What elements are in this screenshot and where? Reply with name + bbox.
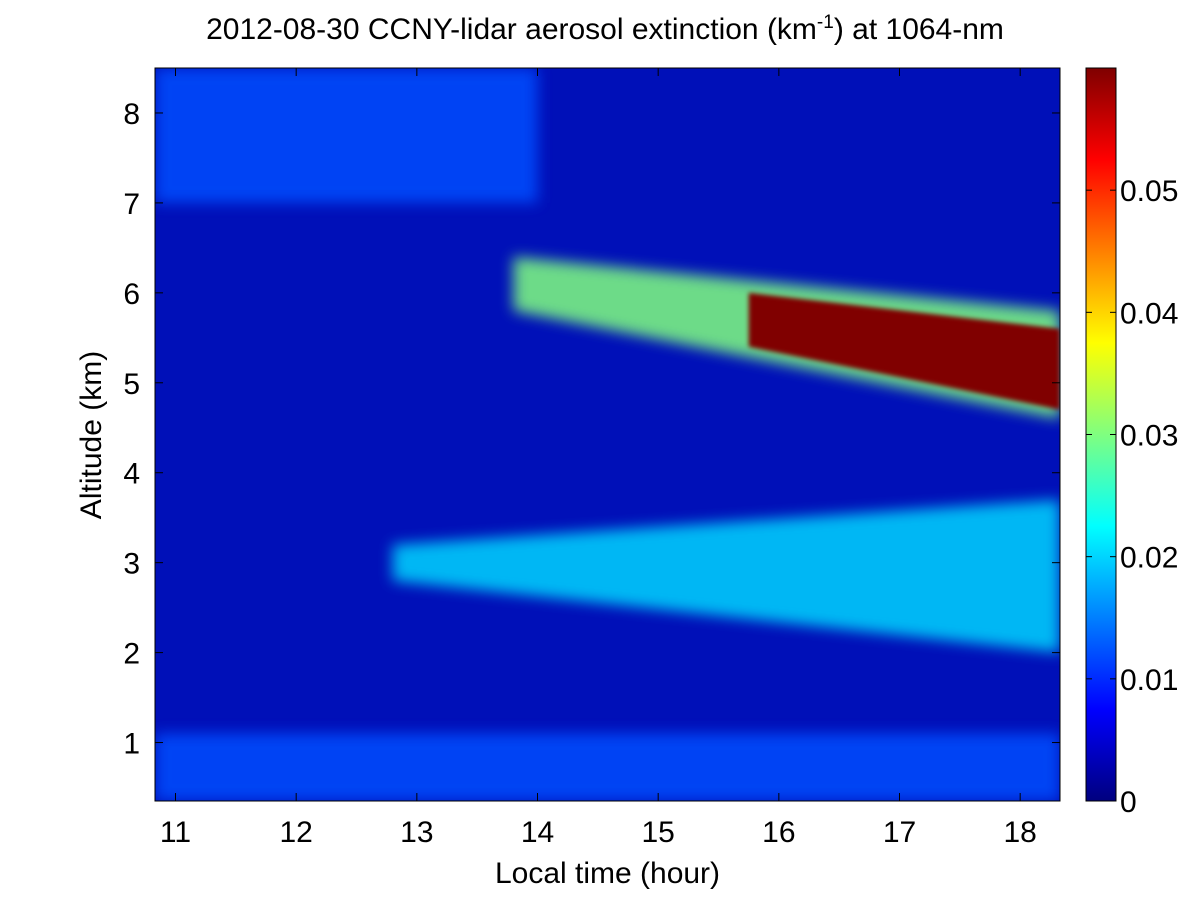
- layer-4: [155, 68, 538, 203]
- title-suffix: ) at 1064-nm: [833, 13, 1004, 46]
- title-superscript: -1: [816, 12, 834, 33]
- x-tick-label: 13: [400, 816, 433, 849]
- y-tick-label: 8: [123, 98, 140, 131]
- y-tick-label: 2: [123, 638, 140, 671]
- x-tick-label: 16: [762, 816, 795, 849]
- x-axis-label: Local time (hour): [494, 857, 721, 890]
- heatmap-field: [155, 68, 1060, 801]
- layer-0: [155, 733, 1060, 801]
- x-tick-label: 11: [160, 816, 191, 849]
- y-tick-label: 1: [123, 728, 140, 761]
- y-tick-label: 7: [123, 188, 140, 221]
- x-tick-label: 14: [521, 816, 554, 849]
- x-tick-label: 12: [279, 816, 312, 849]
- colorbar-tick-label: 0.04: [1120, 297, 1178, 330]
- y-tick-label: 6: [123, 278, 140, 311]
- colorbar-tick-label: 0: [1120, 786, 1137, 819]
- x-tick-label: 18: [1003, 816, 1036, 849]
- layer-1: [392, 499, 1060, 653]
- title-prefix: 2012-08-30 CCNY-lidar aerosol extinction…: [206, 13, 817, 46]
- y-tick-label: 3: [123, 548, 140, 581]
- colorbar-tick-label: 0.02: [1120, 542, 1178, 575]
- chart-title: 2012-08-30 CCNY-lidar aerosol extinction…: [150, 10, 1060, 50]
- y-axis-label: Altitude (km): [75, 350, 108, 520]
- x-axis: 11 12 13 14 15 16 17 18: [160, 68, 1037, 849]
- x-tick-label: 17: [883, 816, 916, 849]
- x-tick-label: 15: [641, 816, 674, 849]
- y-tick-label: 4: [123, 458, 140, 491]
- layer-3: [748, 292, 1060, 410]
- colorbar-tick-label: 0.03: [1120, 420, 1178, 453]
- plot-frame: [154, 67, 1061, 802]
- colorbar-tick-label: 0.05: [1120, 175, 1178, 208]
- y-axis: 1 2 3 4 5 6 7 8: [123, 98, 1060, 761]
- y-tick-label: 5: [123, 368, 140, 401]
- colorbar-tick-label: 0.01: [1120, 664, 1178, 697]
- colorbar-ticks: 0 0.01 0.02 0.03 0.04 0.05: [1086, 175, 1178, 819]
